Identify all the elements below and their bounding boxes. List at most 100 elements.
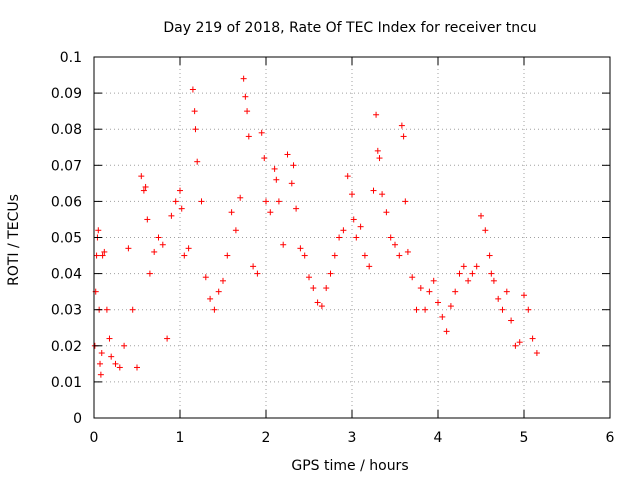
data-point [353,234,360,241]
x-tick-label: 6 [606,430,615,446]
data-point [220,277,226,284]
data-point [112,360,119,367]
data-point [191,108,198,115]
data-point [155,234,162,241]
data-point [323,285,330,292]
data-point [392,241,398,248]
data-point [267,209,274,216]
data-point [512,342,519,349]
data-point [121,342,128,349]
data-point [97,371,104,378]
data-point [224,252,231,259]
data-point [250,263,257,270]
y-tick-label: 0.02 [51,339,82,355]
y-tick-label: 0.07 [51,158,82,174]
data-point [215,288,222,295]
y-tick-label: 0.1 [60,50,82,66]
data-point [301,252,308,259]
x-tick-label: 5 [520,430,529,446]
data-point [275,198,282,205]
data-point [181,252,188,259]
y-tick-label: 0.06 [51,194,82,210]
data-point [254,270,261,277]
data-point [318,303,325,310]
data-point [387,234,394,241]
data-point [293,205,300,212]
data-point [314,299,321,306]
data-point [417,285,424,292]
data-point [430,277,437,284]
data-point [106,335,113,342]
data-point [533,350,540,357]
data-point [242,93,249,100]
data-point [125,245,132,252]
data-point [273,176,280,183]
data-point [177,187,183,194]
data-point [99,252,106,259]
data-point [101,248,108,255]
data-point [422,306,429,313]
data-point [97,360,104,367]
data-point [366,263,373,270]
data-point [95,227,102,234]
data-point [490,277,497,284]
data-point [245,133,252,140]
data-point [284,151,291,158]
data-point [138,173,145,180]
data-point [478,212,484,219]
data-point [280,241,287,248]
data-point [495,295,502,302]
data-point [297,245,304,252]
data-point [409,274,416,281]
data-point [456,270,463,277]
data-point [194,158,201,165]
data-point [439,313,446,320]
data-point [93,252,100,259]
x-tick-label: 0 [90,430,99,446]
data-point [336,234,343,241]
data-point [340,227,347,234]
data-point [146,270,153,277]
data-point [443,328,450,335]
data-point [435,299,441,306]
data-point [168,212,175,219]
data-point [465,277,472,284]
data-point [98,350,105,357]
data-point [379,191,386,198]
data-point [202,274,209,281]
x-tick-label: 4 [434,430,443,446]
data-point [271,165,278,172]
data-point [373,111,380,118]
data-point [103,306,110,313]
data-point [134,364,140,371]
data-point [469,270,476,277]
data-point [482,227,489,234]
data-point [185,245,192,252]
data-point [327,270,334,277]
data-point [525,306,532,313]
data-point [398,122,405,129]
data-point [402,198,409,205]
data-point [383,209,390,216]
data-points [91,75,540,378]
y-tick-label: 0.04 [51,267,82,283]
data-point [488,270,495,277]
data-point [344,173,351,180]
x-tick-label: 2 [262,430,271,446]
data-point [228,209,235,216]
data-point [331,252,338,259]
data-point [486,252,493,259]
data-point [108,353,115,360]
data-point [310,285,317,292]
y-axis-label: ROTI / TECUs [6,194,22,286]
data-point [503,288,510,295]
data-point [374,147,381,154]
data-point [460,263,467,270]
data-point [261,155,268,162]
data-point [151,248,158,255]
data-point [400,133,407,140]
data-point [263,198,269,205]
y-tick-label: 0.01 [51,375,82,391]
y-tick-label: 0.03 [51,303,82,319]
